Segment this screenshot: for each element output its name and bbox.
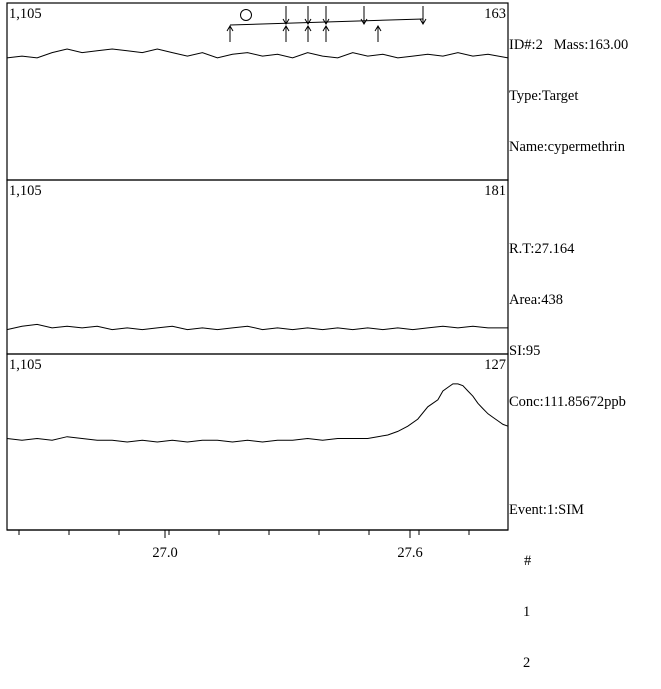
arrow-head [322, 25, 330, 32]
chromatogram-chart: 1,105 163 1,105 181 1,105 127 27.0 27.6 [6, 2, 509, 561]
ion-trace [6, 383, 509, 443]
x-tick-label: 27.0 [152, 545, 177, 561]
chromatogram-panel-3: 1,105 127 [6, 353, 509, 531]
arrow-head [322, 18, 330, 25]
arrow-head [304, 25, 312, 32]
arrow-head [374, 25, 382, 32]
similarity-index-text: SI:95 [509, 343, 541, 359]
arrow-head [282, 25, 290, 32]
x-tick-label: 27.6 [397, 545, 422, 561]
ion-trace [6, 323, 508, 331]
mass-label: 181 [484, 183, 506, 199]
intensity-label: 1,105 [9, 357, 42, 373]
peak-markers [226, 6, 427, 42]
id-mass-text: ID#:2 Mass:163.00 [509, 37, 629, 53]
mass-label: 127 [484, 357, 506, 373]
ion-trace [6, 48, 509, 59]
panel-frame [6, 2, 509, 181]
intensity-label: 1,105 [9, 183, 42, 199]
arrow-head [360, 18, 368, 25]
area-text: Area:438 [509, 292, 563, 308]
concentration-text: Conc:111.85672ppb [509, 394, 626, 410]
arrow-head [226, 25, 234, 32]
type-text: Type:Target [509, 88, 579, 104]
chromatogram-panel-1: 1,105 163 [6, 2, 509, 181]
peak-apex-marker [240, 9, 252, 21]
retention-time-text: R.T:27.164 [509, 241, 575, 257]
mass-label: 163 [484, 6, 506, 22]
event-header: # [524, 553, 532, 569]
chromatogram-panel-2: 1,105 181 [6, 179, 509, 355]
event-item-2: 2 [523, 655, 531, 671]
event-item-1: 1 [523, 604, 531, 620]
arrow-head [419, 18, 427, 25]
compound-info-panel: ID#:2 Mass:163.00 Type:Target Name:cyper… [509, 3, 628, 689]
compound-name-text: Name:cypermethrin [509, 139, 625, 155]
arrow-head [282, 18, 290, 25]
arrow-head [304, 18, 312, 25]
event-text: Event:1:SIM [509, 502, 584, 518]
intensity-label: 1,105 [9, 6, 42, 22]
panel-frame [6, 353, 509, 531]
